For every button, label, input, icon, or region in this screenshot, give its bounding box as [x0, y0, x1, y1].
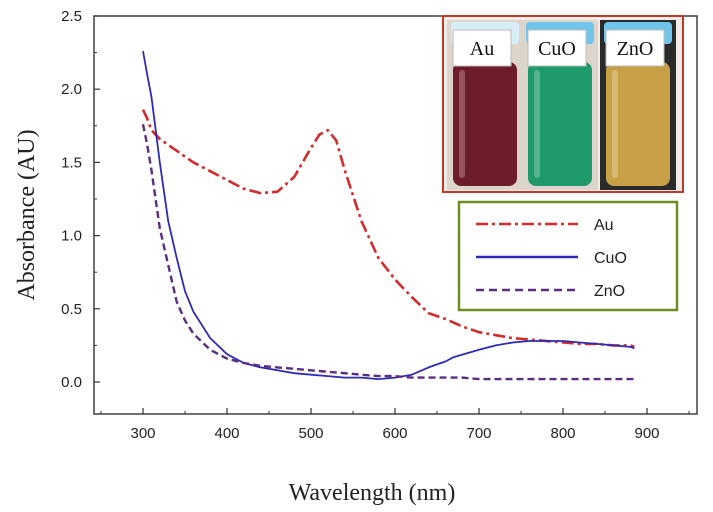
- x-tick-label: 700: [466, 425, 491, 442]
- y-axis-title: Absorbance (AU): [14, 129, 40, 300]
- series-zno-line: [141, 124, 635, 381]
- y-tick-label: 1.5: [61, 154, 82, 171]
- axis-ticks: 300 400 500 600 700 800 900 0.0 0.5 1.0 1.5 2.0 2.5: [61, 8, 690, 442]
- legend-item-cuo: CuO: [476, 250, 627, 267]
- legend-label: CuO: [594, 250, 627, 267]
- y-tick-label: 0.0: [61, 374, 82, 391]
- vial-label-tag: [452, 29, 512, 67]
- vial-glare: [612, 70, 618, 178]
- legend-item-au: Au: [476, 217, 614, 234]
- legend: Au CuO ZnO: [457, 200, 679, 312]
- vial-label: CuO: [538, 38, 576, 60]
- vial-liquid: [528, 62, 592, 186]
- series-cuo-line: [142, 50, 635, 380]
- legend-label: ZnO: [594, 283, 625, 300]
- x-tick-label: 600: [382, 425, 407, 442]
- x-tick-label: 900: [634, 425, 659, 442]
- x-tick-label: 500: [298, 425, 323, 442]
- x-tick-label: 800: [550, 425, 575, 442]
- vial-label-tag: [605, 29, 665, 67]
- x-tick-label: 300: [130, 425, 155, 442]
- vial-label-tag: [527, 29, 587, 67]
- y-tick-label: 0.5: [61, 301, 82, 318]
- x-tick-label: 400: [214, 425, 239, 442]
- legend-item-zno: ZnO: [476, 283, 625, 300]
- y-tick-label: 2.0: [61, 81, 82, 98]
- series-au-line: [141, 109, 635, 349]
- y-tick-label: 2.5: [61, 8, 82, 25]
- series-layer: [141, 50, 635, 381]
- vial-liquid: [453, 62, 517, 186]
- y-tick-label: 1.0: [61, 228, 82, 245]
- vial-cuo: CuO: [522, 20, 598, 190]
- vial-liquid: [606, 62, 670, 186]
- inset-photo: Au CuO ZnO: [442, 15, 684, 193]
- vial-label: ZnO: [617, 38, 654, 60]
- x-axis-title: Wavelength (nm): [289, 480, 456, 506]
- vial-glare: [459, 70, 465, 178]
- legend-label: Au: [594, 217, 614, 234]
- vial-zno: ZnO: [600, 20, 676, 190]
- vial-glare: [534, 70, 540, 178]
- vial-label: Au: [470, 38, 494, 60]
- vial-au: Au: [447, 20, 523, 190]
